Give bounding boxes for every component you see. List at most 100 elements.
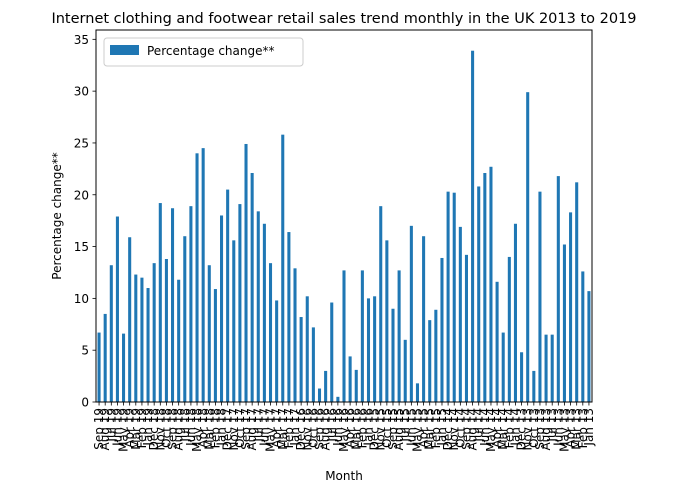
x-tick-label: Jul 19 [104,408,118,443]
bar [220,215,224,402]
bar [268,263,273,402]
bar [501,332,505,402]
bar [213,289,217,402]
bar [324,370,328,402]
x-tick-label: Oct 16 [306,408,320,448]
x-tick-label: Aug 13 [539,408,553,451]
bar [366,298,371,402]
bar [317,388,322,402]
bar [140,277,144,402]
bar [336,396,340,402]
x-tick-label: Dec 13 [515,408,529,450]
bar [587,291,591,402]
y-tick-label: 10 [74,292,89,306]
x-tick-label: Jun 14 [478,408,492,447]
bar [348,356,352,402]
bar [146,288,150,402]
x-tick-label: Oct 17 [233,408,247,448]
x-tick-label: Aug 14 [466,408,480,451]
x-tick-label: May 19 [117,408,131,452]
x-tick-label: Jan 14 [508,408,522,447]
bar [342,270,346,402]
bar [244,143,248,403]
bar [183,236,187,402]
x-tick-label: Mar 14 [496,408,510,450]
bar [464,254,468,402]
bar [134,274,138,402]
x-tick-label: Jul 15 [398,408,412,443]
bar [201,148,205,402]
bar [385,240,389,402]
x-tick-label: Sep 17 [239,408,253,450]
bar [226,189,230,402]
x-tick-label: Jun 17 [257,408,271,447]
bar [115,216,119,402]
bar [330,302,334,402]
bar [428,320,432,402]
x-tick-label: Apr 16 [343,408,357,448]
bar [299,317,303,402]
bar [311,327,315,402]
x-tick-label: Nov 16 [300,408,314,451]
chart-title: Internet clothing and footwear retail sa… [51,11,636,27]
x-tick-label: Apr 17 [270,408,284,448]
bar [483,173,487,402]
x-tick-label: Jun 15 [404,408,418,447]
bars-group [97,50,591,403]
x-tick-label: Jan 13 [582,408,596,447]
bar [489,166,493,402]
x-tick-label: Feb 19 [135,408,149,448]
x-tick-label: Feb 14 [502,408,516,448]
bar [556,176,560,402]
x-tick-label: Feb 13 [576,408,590,448]
legend-swatch [110,45,139,55]
x-tick-label: Jun 19 [110,408,124,447]
bar [171,208,175,402]
x-tick-label: Sep 13 [533,408,547,450]
x-tick-label: Jan 18 [215,408,229,447]
x-tick-label: Mar 18 [202,408,216,450]
y-tick-label: 15 [74,240,89,254]
bar [360,270,364,402]
bar [452,192,456,402]
x-tick-label: Aug 18 [172,408,186,451]
x-tick-label: Aug 15 [392,408,406,451]
bar [164,259,168,402]
bar [287,232,291,402]
bar [409,225,413,402]
x-tick-label: Mar 15 [423,408,437,450]
bar [507,256,511,402]
bar [513,223,517,402]
x-tick-label: Dec 15 [368,408,382,450]
bar [440,257,444,402]
legend-label: Percentage change** [147,44,274,58]
x-tick-label: Feb 17 [282,408,296,448]
x-tick-label: Sep 18 [166,408,180,450]
bar [256,211,260,402]
x-tick-label: Nov 14 [447,408,461,451]
y-tick-label: 5 [81,344,89,358]
x-tick-label: Nov 13 [521,408,535,451]
x-tick-label: Dec 17 [221,408,235,450]
x-tick-label: Oct 18 [159,408,173,448]
x-tick-label: Oct 13 [527,408,541,448]
bar [581,271,585,402]
x-tick-label: Jul 18 [178,408,192,443]
x-tick-label: Jan 15 [435,408,449,447]
bar [538,191,542,402]
bar [122,333,126,402]
x-tick-label: Aug 17 [245,408,259,451]
x-tick-label: Sep 19 [92,408,106,450]
x-tick-label: Apr 19 [123,408,137,448]
bar [109,265,113,402]
y-tick-label: 0 [81,396,89,410]
bar [305,296,309,402]
x-tick-label: May 18 [190,408,204,452]
x-tick-label: May 15 [410,408,424,452]
x-tick-label: Nov 18 [153,408,167,451]
x-tick-label: Dec 14 [441,408,455,450]
x-tick-label: Oct 14 [453,408,467,448]
bar [103,313,107,402]
y-axis-label: Percentage change** [50,152,64,279]
